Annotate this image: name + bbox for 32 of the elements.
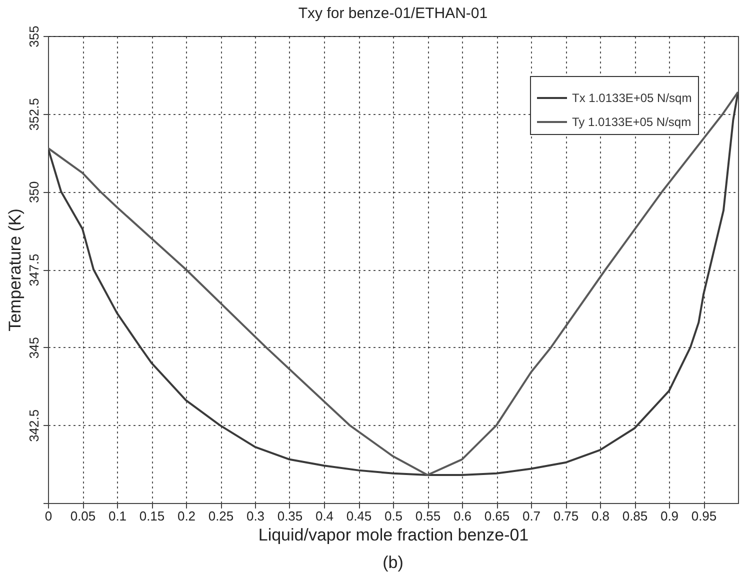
- x-tick-label: 0.9: [660, 508, 679, 524]
- y-tick-label: 355: [26, 26, 42, 48]
- legend-label: Tx 1.0133E+05 N/sqm: [572, 91, 692, 105]
- x-tick-label: 0.6: [453, 508, 472, 524]
- x-tick-label: 0.15: [139, 508, 165, 524]
- y-axis-title: Temperature (K): [6, 208, 24, 332]
- legend-label: Ty 1.0133E+05 N/sqm: [572, 115, 692, 129]
- x-tick-label: 0.35: [277, 508, 303, 524]
- x-tick-label: 0.25: [208, 508, 234, 524]
- text: (b): [382, 553, 404, 572]
- chart-title: Txy for benze-01/ETHAN-01: [298, 5, 488, 22]
- x-tick-label: 0.75: [553, 508, 579, 524]
- y-tick-label: 350: [26, 181, 42, 204]
- x-tick-label: 0.1: [108, 508, 127, 524]
- x-tick-label: 0.85: [622, 508, 648, 524]
- y-tick-label: 345: [26, 336, 42, 359]
- x-tick-label: 0.4: [315, 508, 334, 524]
- x-tick-label: 0.2: [177, 508, 196, 524]
- y-tick-label: 347.5: [26, 254, 42, 286]
- y-tick-label: 342.5: [26, 409, 42, 442]
- x-axis-title: Liquid/vapor mole fraction benze-01: [258, 526, 529, 544]
- x-tick-label: 0.3: [246, 508, 265, 524]
- y-tick-label: 352.5: [26, 98, 42, 131]
- x-tick-label: 0.05: [70, 508, 96, 524]
- x-tick-label: 0.55: [415, 508, 441, 524]
- x-tick-label: 0.5: [384, 508, 403, 524]
- x-tick-label: 0.7: [522, 508, 541, 524]
- x-tick-label: 0.65: [484, 508, 510, 524]
- x-tick-label: 0.45: [346, 508, 372, 524]
- x-tick-label: 0: [44, 508, 52, 524]
- x-tick-label: 0.8: [591, 508, 610, 524]
- x-tick-label: 0.95: [691, 508, 717, 524]
